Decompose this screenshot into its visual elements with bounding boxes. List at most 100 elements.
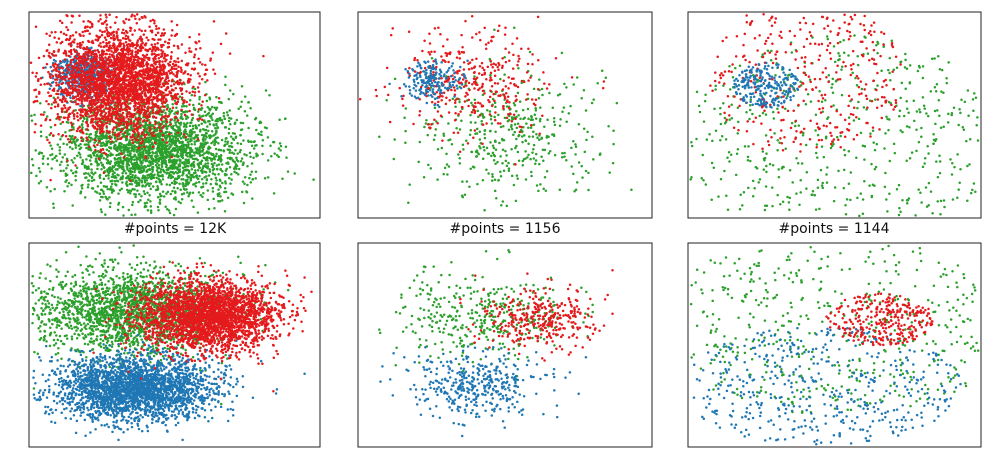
point-green (175, 153, 179, 156)
point-green (50, 103, 54, 106)
point-green (104, 144, 107, 147)
point-green (234, 135, 238, 138)
point-green (164, 130, 167, 134)
point-red (147, 38, 150, 42)
point-red (199, 47, 202, 50)
point-red (135, 21, 139, 25)
point-green (204, 138, 207, 141)
point-green (146, 164, 150, 167)
point-green (208, 170, 212, 173)
point-green (240, 100, 243, 103)
point-green (218, 184, 222, 187)
point-green (138, 171, 142, 174)
point-green (161, 159, 165, 162)
point-red (98, 29, 102, 32)
point-green (83, 196, 87, 199)
point-green (164, 149, 167, 152)
point-green (189, 147, 193, 150)
point-green (100, 210, 103, 214)
point-green (177, 200, 180, 203)
point-red (82, 34, 85, 38)
point-red (67, 54, 71, 58)
point-red (64, 134, 68, 138)
point-green (122, 161, 125, 164)
point-red (62, 71, 65, 74)
point-green (94, 157, 98, 161)
point-green (117, 127, 121, 131)
point-red (200, 104, 203, 107)
point-green (255, 128, 258, 132)
point-red (159, 123, 162, 126)
point-green (173, 135, 176, 138)
point-green (144, 124, 147, 127)
point-red (149, 64, 153, 67)
point-green (200, 142, 204, 145)
point-green (85, 167, 89, 171)
point-red (36, 79, 40, 83)
point-green (216, 126, 220, 129)
point-green (215, 122, 218, 126)
point-green (109, 180, 112, 183)
point-blue (52, 80, 55, 84)
point-green (64, 174, 68, 177)
point-green (210, 114, 213, 117)
point-green (221, 169, 224, 173)
point-green (190, 143, 193, 146)
point-green (173, 158, 176, 161)
point-green (162, 120, 166, 123)
point-green (228, 148, 231, 152)
point-red (143, 136, 147, 139)
point-green (237, 167, 241, 171)
point-red (193, 94, 196, 97)
point-green (125, 138, 129, 141)
point-green (85, 146, 88, 150)
point-green (192, 136, 195, 140)
point-green (206, 113, 209, 116)
point-red (157, 38, 160, 41)
point-red (168, 38, 171, 41)
point-green (161, 175, 164, 178)
point-green (180, 113, 183, 116)
point-red (110, 50, 113, 53)
point-green (174, 149, 177, 152)
point-green (145, 178, 149, 182)
point-red (127, 18, 131, 22)
point-green (124, 172, 128, 175)
point-green (223, 144, 226, 148)
point-green (261, 144, 264, 148)
point-green (237, 107, 240, 110)
point-green (198, 153, 202, 156)
point-red (132, 122, 135, 125)
point-green (96, 167, 99, 171)
point-red (134, 123, 138, 127)
point-green (126, 168, 129, 171)
point-green (125, 183, 129, 187)
point-green (168, 183, 172, 187)
point-green (178, 145, 181, 149)
point-green (118, 189, 122, 192)
point-red (74, 100, 77, 104)
point-green (30, 158, 34, 161)
point-red (104, 56, 107, 59)
point-red (64, 87, 67, 90)
point-green (40, 151, 44, 155)
point-red (177, 69, 180, 73)
point-green (197, 123, 201, 127)
point-red (45, 32, 48, 36)
point-green (279, 149, 282, 152)
point-red (68, 37, 72, 40)
point-green (88, 174, 92, 177)
point-green (45, 115, 49, 118)
point-green (246, 183, 249, 187)
point-green (241, 180, 245, 183)
point-green (253, 117, 257, 121)
point-green (83, 164, 86, 167)
point-green (92, 178, 96, 182)
point-red (111, 130, 114, 134)
point-red (188, 91, 191, 95)
point-green (190, 93, 194, 97)
point-red (188, 109, 191, 113)
point-green (211, 190, 215, 193)
point-red (99, 113, 102, 116)
point-green (172, 146, 176, 150)
